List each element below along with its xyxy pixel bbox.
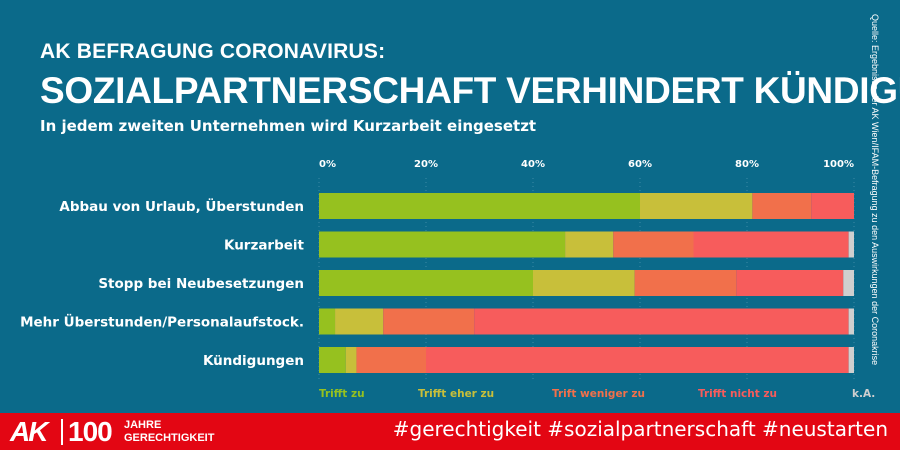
bar-segment xyxy=(752,193,812,219)
x-tick-label: 0% xyxy=(319,159,336,170)
bar-segment xyxy=(335,308,384,335)
logo-text-gerechtigkeit: GERECHTIGKEIT xyxy=(124,432,215,444)
legend-entry: Trifft zu xyxy=(319,388,365,400)
stacked-bar-chart: 0% 20% 40% 60% 80% 100% Abbau von Urlaub, Über… xyxy=(20,159,875,400)
category-label: Kurzarbeit xyxy=(224,238,305,254)
bar-segment xyxy=(848,308,854,335)
bar-segment xyxy=(843,270,854,296)
ak-logo: AK xyxy=(10,416,48,447)
bar-segment xyxy=(848,231,854,258)
legend-entry: Trifft eher zu xyxy=(418,388,494,400)
bar-segment xyxy=(613,231,694,258)
bar-segment xyxy=(693,231,849,258)
hashtags: #gerechtigkeit #sozialpartnerschaft #neu… xyxy=(392,417,888,441)
kicker: AK BEFRAGUNG CORONAVIRUS: xyxy=(40,40,386,63)
logo-text-jahre: JAHRE xyxy=(124,419,162,431)
bar-segment xyxy=(640,193,753,219)
bar-segment xyxy=(356,347,426,373)
category-label: Abbau von Urlaub, Überstunden xyxy=(59,197,304,215)
category-label: Kündigungen xyxy=(203,353,304,369)
x-tick-label: 100% xyxy=(823,159,854,170)
x-tick-label: 20% xyxy=(414,159,438,170)
bar-segment xyxy=(474,308,849,335)
legend-entry: Trift weniger zu xyxy=(552,388,645,400)
x-tick-label: 40% xyxy=(521,159,545,170)
bar-segment xyxy=(319,308,336,335)
chart-subtitle: In jedem zweiten Unternehmen wird Kurzar… xyxy=(40,117,537,135)
bar-segment xyxy=(565,231,614,258)
bar-segment xyxy=(319,231,566,258)
legend-entry: Trifft nicht zu xyxy=(698,388,777,400)
bar-segment xyxy=(426,347,849,373)
bar-segment xyxy=(533,270,635,296)
bar-segment xyxy=(383,308,475,335)
bar-segment xyxy=(319,347,346,373)
logo-divider xyxy=(61,419,63,445)
footer-bar: AK 100 JAHRE GERECHTIGKEIT #gerechtigkei… xyxy=(0,413,900,450)
x-tick-label: 60% xyxy=(628,159,652,170)
category-label: Stopp bei Neubesetzungen xyxy=(98,276,304,292)
bar-segment xyxy=(811,193,854,219)
bar-segment xyxy=(319,270,533,296)
chart-title: SOZIALPARTNERSCHAFT VERHINDERT KÜNDIGUNG… xyxy=(40,70,900,111)
category-label: Mehr Überstunden/Personalaufstock. xyxy=(20,313,304,331)
bar-segment xyxy=(848,347,854,373)
bar-segment xyxy=(345,347,357,373)
bar-segment xyxy=(319,193,640,219)
x-tick-label: 80% xyxy=(735,159,759,170)
logo-100: 100 xyxy=(68,416,113,447)
bar-segment xyxy=(634,270,737,296)
legend-entry: k.A. xyxy=(852,388,875,400)
bar-segment xyxy=(736,270,844,296)
